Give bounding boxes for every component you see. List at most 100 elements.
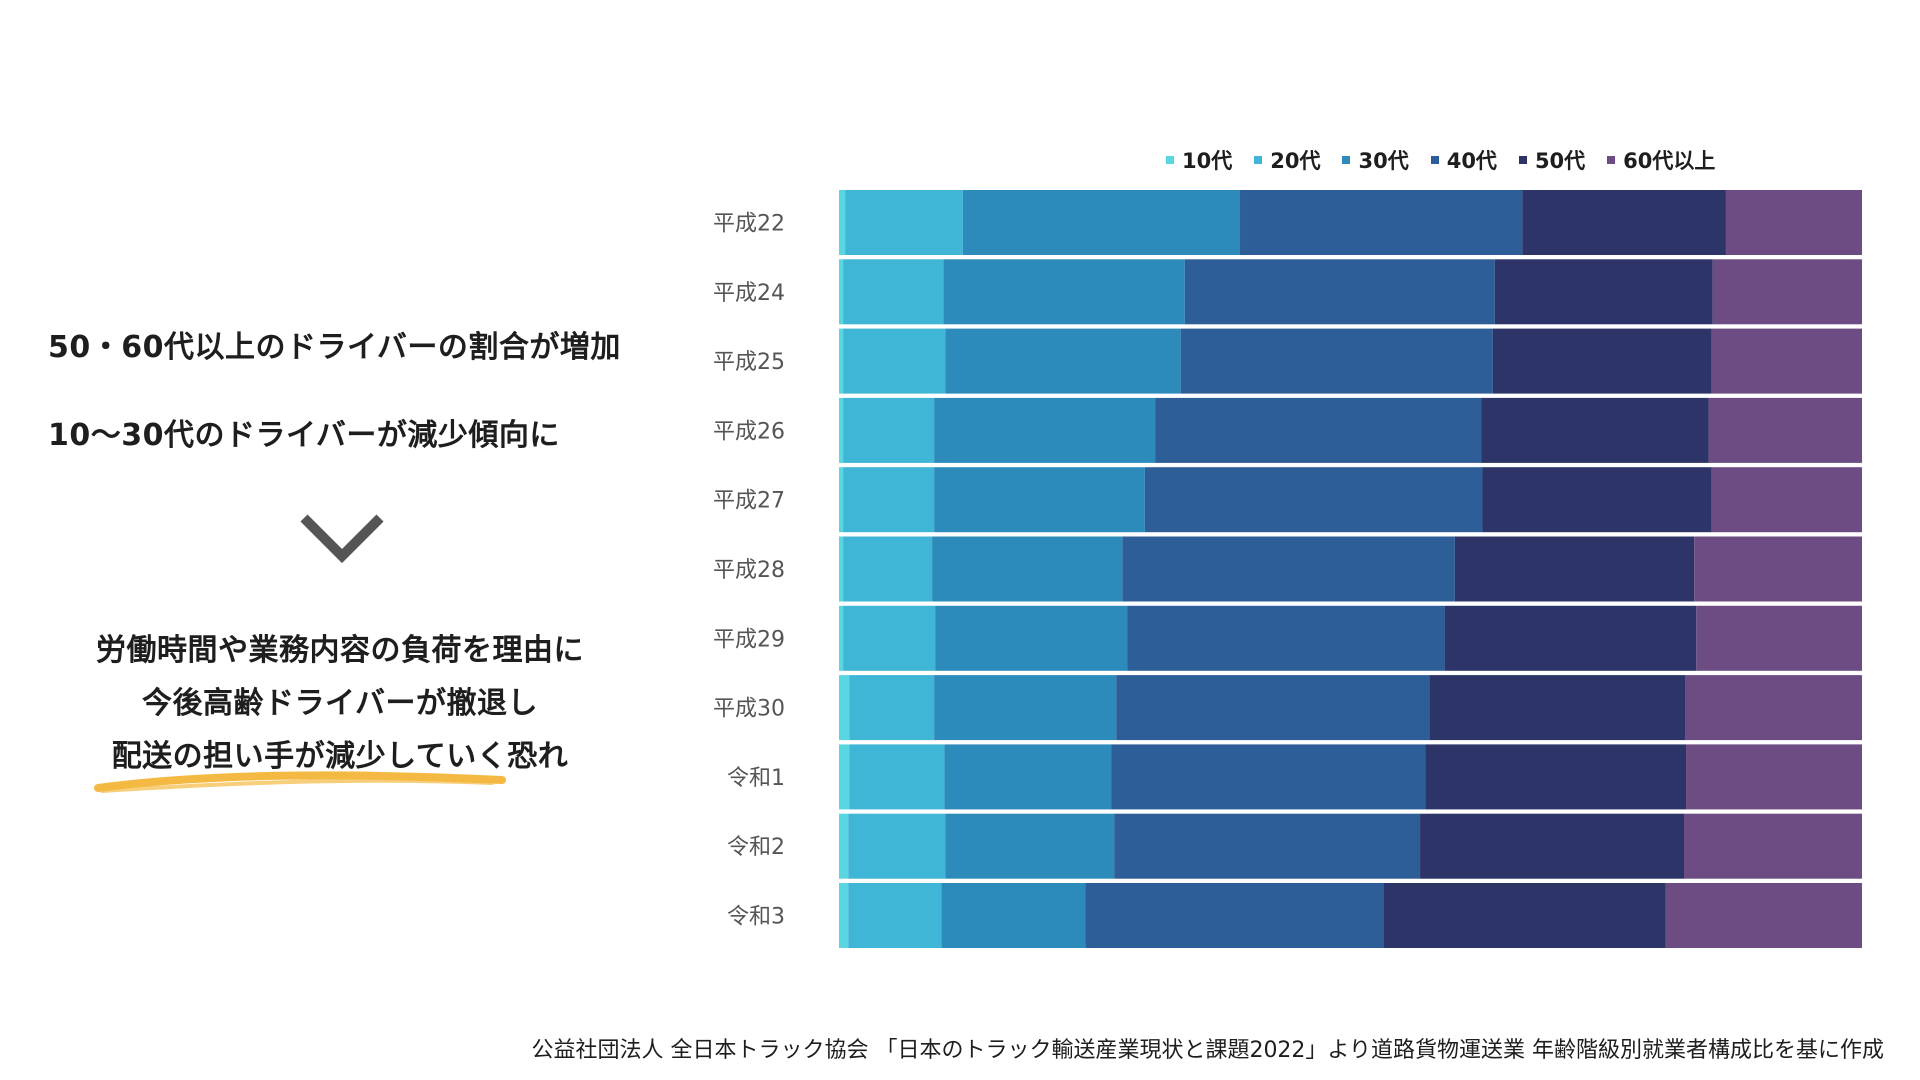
concern-line-3: 配送の担い手が減少していく恐れ <box>111 739 569 774</box>
category-label-8: 令和1 <box>727 766 785 791</box>
bar-segment-6-0 <box>839 605 844 671</box>
legend-item-5: 60代以上 <box>1607 145 1715 175</box>
bar-segment-0-1 <box>845 190 963 255</box>
bar-segment-4-2 <box>934 467 1145 533</box>
legend-swatch-4 <box>1518 156 1527 164</box>
bar-segment-1-3 <box>1184 259 1495 325</box>
bar-segment-2-5 <box>1711 328 1862 394</box>
bar-segment-2-0 <box>839 328 844 394</box>
bar-segment-0-5 <box>1725 190 1862 255</box>
bar-segment-6-4 <box>1444 605 1697 671</box>
bar-segment-1-5 <box>1712 259 1862 325</box>
bar-segment-8-0 <box>839 744 850 810</box>
legend-item-0: 10代 <box>1166 145 1232 175</box>
category-label-2: 平成25 <box>713 350 785 375</box>
bar-segment-4-4 <box>1482 467 1712 533</box>
bar-segment-5-2 <box>932 536 1123 602</box>
bar-segment-9-5 <box>1684 813 1862 879</box>
bar-segment-7-0 <box>839 675 850 741</box>
bar-segment-6-2 <box>935 605 1128 671</box>
legend-swatch-3 <box>1430 156 1439 164</box>
bar-segment-2-3 <box>1180 328 1493 394</box>
bar-segment-9-0 <box>839 813 849 879</box>
concern-line-2: 今後高齢ドライバーが撤退し <box>142 686 538 721</box>
bar-segment-2-2 <box>945 328 1181 394</box>
bar-segment-1-1 <box>843 259 944 325</box>
bar-segment-3-5 <box>1708 397 1862 463</box>
summary-panel: 50・60代以上のドライバーの割合が増加 10〜30代のドライバーが減少傾向に … <box>0 0 680 1080</box>
legend-label-5: 60代以上 <box>1623 149 1716 173</box>
legend-label-2: 30代 <box>1358 149 1409 173</box>
bar-segment-10-3 <box>1085 883 1384 948</box>
chart-legend: 10代 20代 30代 40代 50代 60代以上 <box>1166 145 1715 175</box>
bar-segment-0-4 <box>1522 190 1726 255</box>
category-label-4: 平成27 <box>713 489 785 514</box>
bar-segment-8-2 <box>944 744 1112 810</box>
bar-segment-5-3 <box>1122 536 1455 602</box>
bar-segment-8-4 <box>1425 744 1687 810</box>
bar-segment-4-1 <box>843 467 935 533</box>
legend-label-4: 50代 <box>1534 149 1586 173</box>
bar-segment-10-0 <box>839 883 849 948</box>
legend-swatch-0 <box>1166 156 1174 164</box>
bar-segment-7-2 <box>934 675 1117 741</box>
bar-segment-0-3 <box>1240 190 1523 255</box>
chevron-down-icon <box>300 514 384 564</box>
bar-segment-10-2 <box>941 883 1086 948</box>
bar-segment-7-1 <box>849 675 935 741</box>
bar-segment-2-1 <box>843 328 946 394</box>
bar-segment-4-3 <box>1144 467 1483 533</box>
legend-swatch-2 <box>1342 156 1351 164</box>
category-label-6: 平成29 <box>713 627 785 652</box>
bar-segment-1-0 <box>839 259 844 325</box>
legend-item-1: 20代 <box>1254 145 1320 175</box>
bar-segment-6-1 <box>843 605 936 671</box>
bar-segment-3-0 <box>839 397 844 463</box>
bar-segment-7-4 <box>1429 675 1686 741</box>
category-label-1: 平成24 <box>713 281 785 306</box>
category-label-7: 平成30 <box>713 697 785 722</box>
bar-segment-3-1 <box>843 397 935 463</box>
concern-line-1: 労働時間や業務内容の負荷を理由に <box>96 633 584 668</box>
bar-segment-0-2 <box>962 190 1241 255</box>
bar-segment-3-2 <box>934 397 1156 463</box>
bar-segment-9-1 <box>848 813 946 879</box>
bar-segment-9-4 <box>1420 813 1684 879</box>
legend-label-3: 40代 <box>1446 149 1497 173</box>
bar-segment-9-3 <box>1114 813 1421 879</box>
category-label-10: 令和3 <box>727 905 785 930</box>
bar-segment-9-2 <box>945 813 1115 879</box>
bar-segment-7-5 <box>1685 675 1862 741</box>
bar-segment-10-4 <box>1383 883 1666 948</box>
bar-segment-8-5 <box>1686 744 1862 810</box>
legend-label-0: 10代 <box>1182 149 1233 173</box>
bar-segment-1-4 <box>1494 259 1713 325</box>
legend-swatch-1 <box>1254 156 1263 164</box>
bar-segment-5-0 <box>839 536 844 602</box>
bar-segment-4-5 <box>1711 467 1862 533</box>
bar-segment-3-3 <box>1155 397 1482 463</box>
bar-segment-3-4 <box>1481 397 1709 463</box>
bar-segment-5-4 <box>1454 536 1695 602</box>
bar-segment-5-1 <box>843 536 933 602</box>
bar-segment-6-5 <box>1696 605 1862 671</box>
legend-item-4: 50代 <box>1518 145 1586 175</box>
finding-older-drivers-increase: 50・60代以上のドライバーの割合が増加 <box>48 330 621 365</box>
source-note: 公益社団法人 全日本トラック協会 「日本のトラック輸送産業現状と課題2022」よ… <box>531 1038 1884 1063</box>
category-label-3: 平成26 <box>713 419 785 444</box>
bar-segment-4-0 <box>839 467 844 533</box>
legend-item-3: 40代 <box>1430 145 1497 175</box>
bar-segment-0-0 <box>839 190 846 255</box>
bar-segment-8-1 <box>849 744 945 810</box>
category-label-9: 令和2 <box>727 835 785 860</box>
category-label-0: 平成22 <box>713 212 785 237</box>
bar-segment-2-4 <box>1492 328 1712 394</box>
category-label-5: 平成28 <box>713 558 785 583</box>
bar-segment-7-3 <box>1116 675 1430 741</box>
highlight-underline <box>94 771 506 793</box>
bar-segment-8-3 <box>1111 744 1426 810</box>
finding-younger-drivers-decrease: 10〜30代のドライバーが減少傾向に <box>48 418 560 453</box>
bar-segment-10-1 <box>848 883 942 948</box>
bar-segment-6-3 <box>1127 605 1445 671</box>
